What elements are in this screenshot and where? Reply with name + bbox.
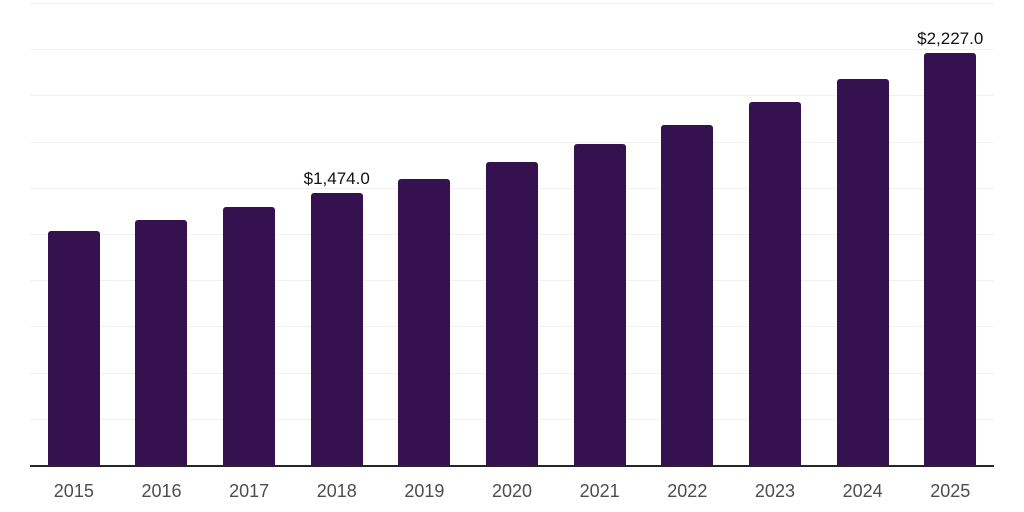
x-tick-label-2024: 2024 [842,481,883,501]
bar-slot-2015 [30,3,118,465]
x-tick-label-2025: 2025 [930,481,971,501]
x-tick-label-2023: 2023 [754,481,795,501]
bar-slot-2019 [381,3,469,465]
bar-2024 [836,79,889,465]
bar-2025 [924,53,977,465]
bar-slot-2023 [731,3,819,465]
x-tick-label-2016: 2016 [141,481,182,501]
bar-value-label-2025: $2,227.0 [917,29,984,49]
gridline [30,95,994,97]
x-tick-label-2019: 2019 [404,481,445,501]
x-tick-label-2017: 2017 [229,481,270,501]
bars-row: $1,474.0 $2,227.0 [30,3,994,465]
bar-2015 [47,230,100,465]
bar-slot-2016 [118,3,206,465]
x-tick-label-2021: 2021 [579,481,620,501]
x-tick-label-2015: 2015 [53,481,94,501]
x-axis-tick-labels: 2015 2016 2017 2018 2019 2020 2021 2022 2023 2024… [30,469,994,500]
bar-2019 [398,178,451,465]
plot-area: $1,474.0 $2,227.0 [30,3,994,467]
bar-2017 [223,207,276,465]
gridline [30,141,994,143]
bar-slot-2022 [643,3,731,465]
bar-2023 [748,102,801,465]
bar-slot-2021 [556,3,644,465]
x-tick-label-2022: 2022 [667,481,708,501]
bar-slot-2017 [205,3,293,465]
gridline [30,3,994,4]
bar-2022 [661,125,714,465]
bar-slot-2018: $1,474.0 [293,3,381,465]
bar-2018 [310,192,363,465]
bar-2021 [573,143,626,465]
bar-slot-2024 [819,3,907,465]
bar-slot-2025: $2,227.0 [906,3,994,465]
x-tick-label-2020: 2020 [492,481,533,501]
bar-2020 [486,162,539,465]
x-tick-label-2018: 2018 [316,481,357,501]
bar-2016 [135,220,188,465]
bar-slot-2020 [468,3,556,465]
bar-value-label-2018: $1,474.0 [303,168,370,188]
gridline [30,49,994,51]
